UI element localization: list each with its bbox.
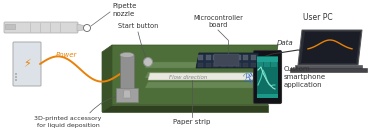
Text: Paper strip: Paper strip	[173, 119, 211, 125]
Bar	[214, 54, 239, 66]
Bar	[5, 24, 15, 29]
Polygon shape	[290, 68, 367, 72]
Circle shape	[15, 73, 17, 75]
FancyBboxPatch shape	[254, 51, 282, 103]
Bar	[220, 63, 226, 67]
Bar	[257, 57, 278, 62]
Bar	[228, 63, 233, 67]
Polygon shape	[123, 90, 131, 98]
Polygon shape	[298, 30, 362, 65]
Text: Flow direction: Flow direction	[169, 74, 207, 80]
Bar	[243, 63, 248, 67]
Polygon shape	[102, 45, 112, 112]
Bar	[198, 55, 203, 60]
Bar	[228, 55, 233, 60]
Polygon shape	[145, 62, 261, 68]
Circle shape	[15, 79, 17, 81]
Text: User PC: User PC	[303, 13, 333, 22]
Ellipse shape	[120, 52, 134, 58]
Text: Microcontroller
board: Microcontroller board	[193, 15, 243, 28]
Polygon shape	[196, 53, 259, 68]
Bar	[243, 55, 248, 60]
Polygon shape	[145, 82, 261, 88]
Text: Power: Power	[55, 52, 77, 58]
Text: Pipette
nozzle: Pipette nozzle	[112, 3, 136, 17]
Circle shape	[15, 76, 17, 78]
Bar	[235, 55, 240, 60]
Text: Custom
smartphone
application: Custom smartphone application	[284, 66, 326, 88]
Polygon shape	[145, 72, 261, 78]
Bar	[257, 56, 278, 98]
Bar	[251, 55, 256, 60]
Bar	[264, 62, 270, 67]
Bar	[257, 62, 263, 67]
Bar	[213, 63, 218, 67]
FancyBboxPatch shape	[4, 22, 78, 33]
Polygon shape	[301, 32, 360, 63]
Text: 3D-printed accessory
for liquid deposition: 3D-printed accessory for liquid depositi…	[34, 116, 102, 128]
Text: Start button: Start button	[118, 23, 158, 29]
Bar	[213, 55, 218, 60]
Bar	[198, 63, 203, 67]
Circle shape	[144, 58, 152, 66]
Bar	[235, 63, 240, 67]
Bar	[257, 94, 278, 98]
Text: ⚡: ⚡	[23, 59, 31, 69]
Bar	[116, 88, 138, 102]
Bar	[206, 55, 211, 60]
Polygon shape	[295, 65, 362, 69]
Bar	[120, 55, 134, 90]
Bar	[220, 55, 226, 60]
Polygon shape	[102, 45, 278, 105]
Polygon shape	[148, 73, 258, 80]
Polygon shape	[77, 24, 90, 31]
Text: ℬ: ℬ	[242, 73, 250, 83]
Polygon shape	[102, 105, 268, 112]
Text: Data: Data	[277, 40, 293, 46]
FancyBboxPatch shape	[13, 42, 41, 86]
Bar	[206, 63, 211, 67]
Bar	[271, 62, 277, 67]
Bar	[251, 63, 256, 67]
Circle shape	[84, 24, 90, 32]
